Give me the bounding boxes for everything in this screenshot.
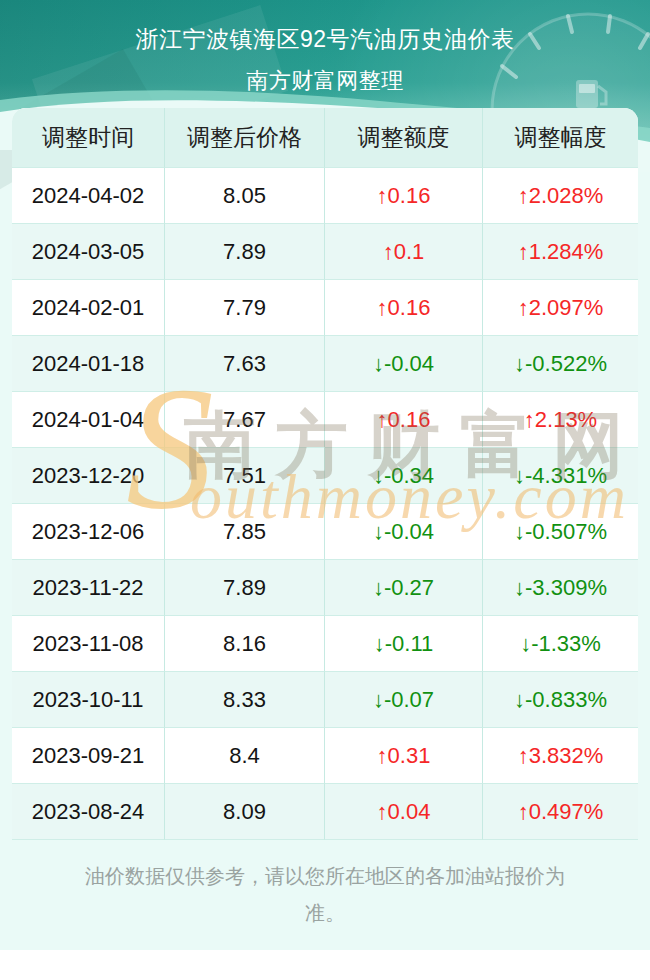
price-cell: 7.89 <box>165 224 325 280</box>
price-cell: 7.89 <box>165 560 325 616</box>
change-cell: ↑0.16 <box>325 280 483 336</box>
table-row: 2023-08-24 8.09 ↑0.04 ↑0.497% <box>12 784 638 840</box>
header-cell-adjust-amount: 调整额度 <box>325 108 483 168</box>
table-row: 2024-03-05 7.89 ↑0.1 ↑1.284% <box>12 224 638 280</box>
table-row: 2023-09-21 8.4 ↑0.31 ↑3.832% <box>12 728 638 784</box>
date-cell: 2023-11-08 <box>12 616 165 672</box>
change-cell: ↓-0.27 <box>325 560 483 616</box>
change-cell: ↓-0.04 <box>325 336 483 392</box>
table-row: 2023-12-20 7.51 ↓-0.34 ↓-4.331% <box>12 448 638 504</box>
table-row: 2024-01-04 7.67 ↑0.16 ↑2.13% <box>12 392 638 448</box>
price-cell: 8.16 <box>165 616 325 672</box>
page-title: 浙江宁波镇海区92号汽油历史油价表 <box>0 24 650 55</box>
price-cell: 7.79 <box>165 280 325 336</box>
table-row: 2024-02-01 7.79 ↑0.16 ↑2.097% <box>12 280 638 336</box>
price-cell: 8.05 <box>165 168 325 224</box>
price-cell: 7.67 <box>165 392 325 448</box>
percent-cell: ↓-0.522% <box>483 336 638 392</box>
footer: 油价数据仅供参考，请以您所在地区的各加油站报价为准。 <box>0 840 650 950</box>
header-cell-adjusted-price: 调整后价格 <box>165 108 325 168</box>
date-cell: 2023-09-21 <box>12 728 165 784</box>
change-cell: ↑0.04 <box>325 784 483 840</box>
table-row: 2023-10-11 8.33 ↓-0.07 ↓-0.833% <box>12 672 638 728</box>
table-header-row: 调整时间 调整后价格 调整额度 调整幅度 <box>12 108 638 168</box>
price-cell: 7.63 <box>165 336 325 392</box>
change-cell: ↓-0.34 <box>325 448 483 504</box>
price-cell: 7.51 <box>165 448 325 504</box>
percent-cell: ↑3.832% <box>483 728 638 784</box>
percent-cell: ↓-4.331% <box>483 448 638 504</box>
price-cell: 8.09 <box>165 784 325 840</box>
banner-titles: 浙江宁波镇海区92号汽油历史油价表 南方财富网整理 <box>0 0 650 96</box>
percent-cell: ↑2.13% <box>483 392 638 448</box>
date-cell: 2024-01-04 <box>12 392 165 448</box>
price-cell: 7.85 <box>165 504 325 560</box>
date-cell: 2023-08-24 <box>12 784 165 840</box>
change-cell: ↑0.16 <box>325 392 483 448</box>
table-row: 2023-11-22 7.89 ↓-0.27 ↓-3.309% <box>12 560 638 616</box>
percent-cell: ↓-0.507% <box>483 504 638 560</box>
date-cell: 2023-12-20 <box>12 448 165 504</box>
table-row: 2024-01-18 7.63 ↓-0.04 ↓-0.522% <box>12 336 638 392</box>
price-cell: 8.33 <box>165 672 325 728</box>
date-cell: 2024-04-02 <box>12 168 165 224</box>
price-table: 调整时间 调整后价格 调整额度 调整幅度 2024-04-02 8.05 ↑0.… <box>12 108 638 840</box>
change-cell: ↑0.31 <box>325 728 483 784</box>
table-row: 2024-04-02 8.05 ↑0.16 ↑2.028% <box>12 168 638 224</box>
date-cell: 2023-12-06 <box>12 504 165 560</box>
change-cell: ↓-0.11 <box>325 616 483 672</box>
percent-cell: ↓-3.309% <box>483 560 638 616</box>
table-row: 2023-12-06 7.85 ↓-0.04 ↓-0.507% <box>12 504 638 560</box>
date-cell: 2023-11-22 <box>12 560 165 616</box>
date-cell: 2024-03-05 <box>12 224 165 280</box>
change-cell: ↓-0.04 <box>325 504 483 560</box>
percent-cell: ↑2.097% <box>483 280 638 336</box>
date-cell: 2023-10-11 <box>12 672 165 728</box>
date-cell: 2024-02-01 <box>12 280 165 336</box>
table-row: 2023-11-08 8.16 ↓-0.11 ↓-1.33% <box>12 616 638 672</box>
change-cell: ↑0.1 <box>325 224 483 280</box>
price-cell: 8.4 <box>165 728 325 784</box>
header-cell-adjust-time: 调整时间 <box>12 108 165 168</box>
header-cell-adjust-rate: 调整幅度 <box>483 108 638 168</box>
percent-cell: ↑1.284% <box>483 224 638 280</box>
footer-note: 油价数据仅供参考，请以您所在地区的各加油站报价为准。 <box>75 858 575 932</box>
change-cell: ↑0.16 <box>325 168 483 224</box>
page: 浙江宁波镇海区92号汽油历史油价表 南方财富网整理 调整时间 调整后价格 调整额… <box>0 0 650 980</box>
percent-cell: ↓-0.833% <box>483 672 638 728</box>
percent-cell: ↑2.028% <box>483 168 638 224</box>
percent-cell: ↓-1.33% <box>483 616 638 672</box>
table-body: 2024-04-02 8.05 ↑0.16 ↑2.028% 2024-03-05… <box>12 168 638 840</box>
percent-cell: ↑0.497% <box>483 784 638 840</box>
date-cell: 2024-01-18 <box>12 336 165 392</box>
change-cell: ↓-0.07 <box>325 672 483 728</box>
